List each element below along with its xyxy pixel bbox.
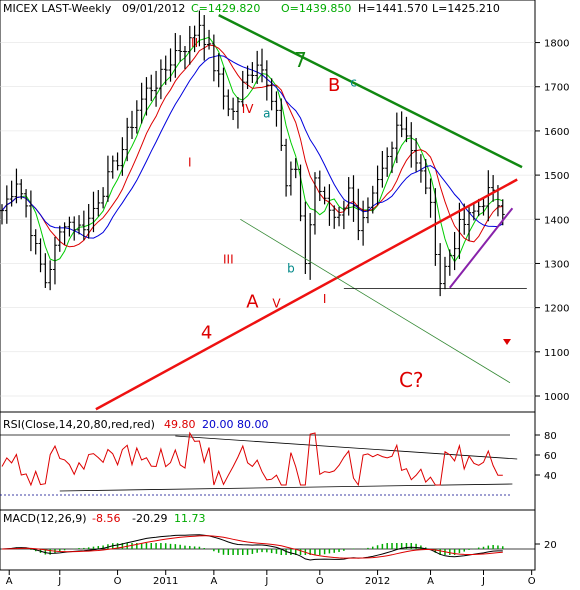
price-y-ticks: 1000 1100 1200 1300 1400 1500 1600 1700 1800 40 60… <box>535 39 569 551</box>
ma-red-line <box>1 44 503 248</box>
trend-line-7 <box>218 14 523 169</box>
rsi-series <box>0 431 518 496</box>
price-panel-frame <box>0 0 536 413</box>
down-arrow-icon <box>503 339 511 345</box>
header-open: O=1439.850 <box>281 2 351 15</box>
price-y-tick-label: 1000 <box>544 392 569 403</box>
header-close: C=1429.820 <box>191 2 260 15</box>
header-symbol: MICEX LAST-Weekly <box>3 2 112 15</box>
macd-line <box>1 534 503 561</box>
rsi-upper-level: 80.00 <box>237 418 269 431</box>
wave-label-B: B <box>328 75 340 96</box>
price-y-tick-label: 1200 <box>544 304 569 315</box>
wave-label-I: I <box>323 292 327 306</box>
wave-label-IV: IV <box>242 102 255 116</box>
signal-line <box>1 535 503 559</box>
price-y-tick-label: 1800 <box>544 39 569 50</box>
price-y-tick-label: 1400 <box>544 215 569 226</box>
macd-histogram: 11.73 <box>174 512 206 525</box>
x-tick-label: O <box>114 576 122 587</box>
price-y-tick-label: 1500 <box>544 171 569 182</box>
rsi-resistance-line <box>175 435 518 460</box>
x-ticks: A J O 2011 A J O 2012 A J O <box>6 570 536 587</box>
x-tick-label: O <box>316 576 324 587</box>
trend-line-4 <box>95 178 518 411</box>
wave-label-4: 4 <box>201 323 212 344</box>
wave-label-7: 7 <box>294 48 307 72</box>
header-date: 09/01/2012 <box>122 2 185 15</box>
price-y-tick-label: 1100 <box>544 348 569 359</box>
wave-label-C?: C? <box>399 368 424 392</box>
wave-label-I: I <box>188 155 192 169</box>
macd-signal: -20.29 <box>132 512 167 525</box>
wave-label-b: b <box>287 261 295 275</box>
wave-label-II: II <box>191 36 198 50</box>
macd-value: -8.56 <box>92 512 120 525</box>
header-high: H=1441.570 <box>358 2 428 15</box>
ma-green-line <box>1 36 503 263</box>
x-tick-label: J <box>264 576 268 587</box>
x-tick-label: A <box>6 576 13 587</box>
x-tick-label: A <box>427 576 434 587</box>
macd-series <box>0 534 535 561</box>
wave-label-V: V <box>272 297 281 311</box>
trend-line-purple <box>449 207 514 289</box>
price-y-tick-label: 1300 <box>544 259 569 270</box>
price-gridlines <box>0 42 535 397</box>
rsi-y-tick-label: 40 <box>544 471 557 482</box>
wave-label-c: c <box>350 76 357 90</box>
wave-label-A: A <box>246 292 259 313</box>
macd-title: MACD(12,26,9) <box>3 512 87 525</box>
x-tick-label: A <box>210 576 217 587</box>
price-y-tick-label: 1700 <box>544 83 569 94</box>
trend-channel-line <box>240 218 511 384</box>
price-y-tick-label: 1600 <box>544 127 569 138</box>
rsi-line <box>1 431 503 487</box>
price-bars <box>0 10 505 297</box>
wave-label-a: a <box>263 107 270 121</box>
rsi-lower-level: 20.00 <box>202 418 234 431</box>
header-low: L=1425.210 <box>432 2 500 15</box>
rsi-title: RSI(Close,14,20,80,red,red) <box>3 418 155 431</box>
trend-lines <box>95 14 527 411</box>
x-tick-label: J <box>481 576 485 587</box>
rsi-y-tick-label: 80 <box>544 431 557 442</box>
x-tick-label: 2011 <box>153 576 178 587</box>
macd-y-tick-label: 20 <box>544 540 557 551</box>
wave-label-III: III <box>223 252 234 266</box>
rsi-value: 49.80 <box>164 418 196 431</box>
x-tick-label: J <box>57 576 61 587</box>
x-tick-label: 2012 <box>365 576 390 587</box>
rsi-y-tick-label: 60 <box>544 451 557 462</box>
x-tick-label: O <box>528 576 536 587</box>
